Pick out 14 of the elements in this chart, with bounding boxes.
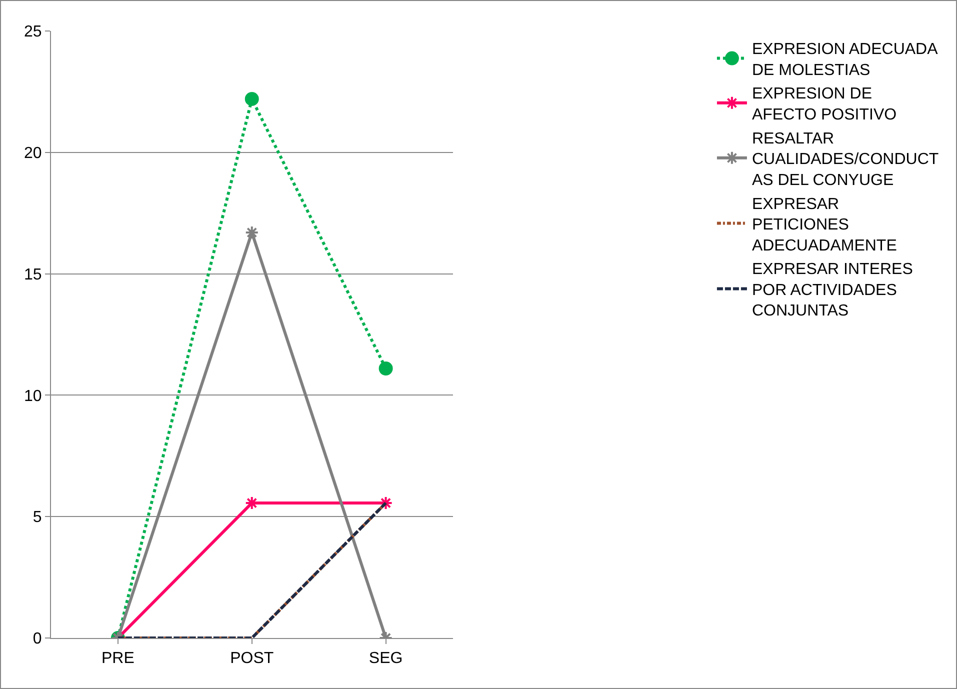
legend-label: EXPRESAR INTERES POR ACTIVIDADES CONJUNTAS	[752, 261, 913, 320]
y-tick-label: 15	[24, 266, 42, 284]
y-tick-label: 25	[24, 24, 42, 41]
x-tick-label: POST	[230, 650, 274, 668]
legend-label: EXPRESION ADECUADA DE MOLESTIAS	[752, 41, 938, 79]
legend-label: RESALTAR CUALIDADES/CONDUCTAS DEL CONYUGE	[752, 130, 939, 189]
x-tick-label: SEG	[368, 650, 403, 668]
y-tick-label: 5	[32, 509, 42, 526]
y-tick-label: 20	[24, 145, 42, 162]
legend-label: EXPRESAR PETICIONES ADECUADAMENTE	[752, 196, 897, 254]
legend-label: EXPRESION DE AFECTO POSITIVO	[752, 86, 897, 124]
y-tick-label: 0	[32, 630, 42, 648]
y-tick-label: 10	[24, 388, 42, 405]
x-tick-label: PRE	[102, 650, 134, 668]
